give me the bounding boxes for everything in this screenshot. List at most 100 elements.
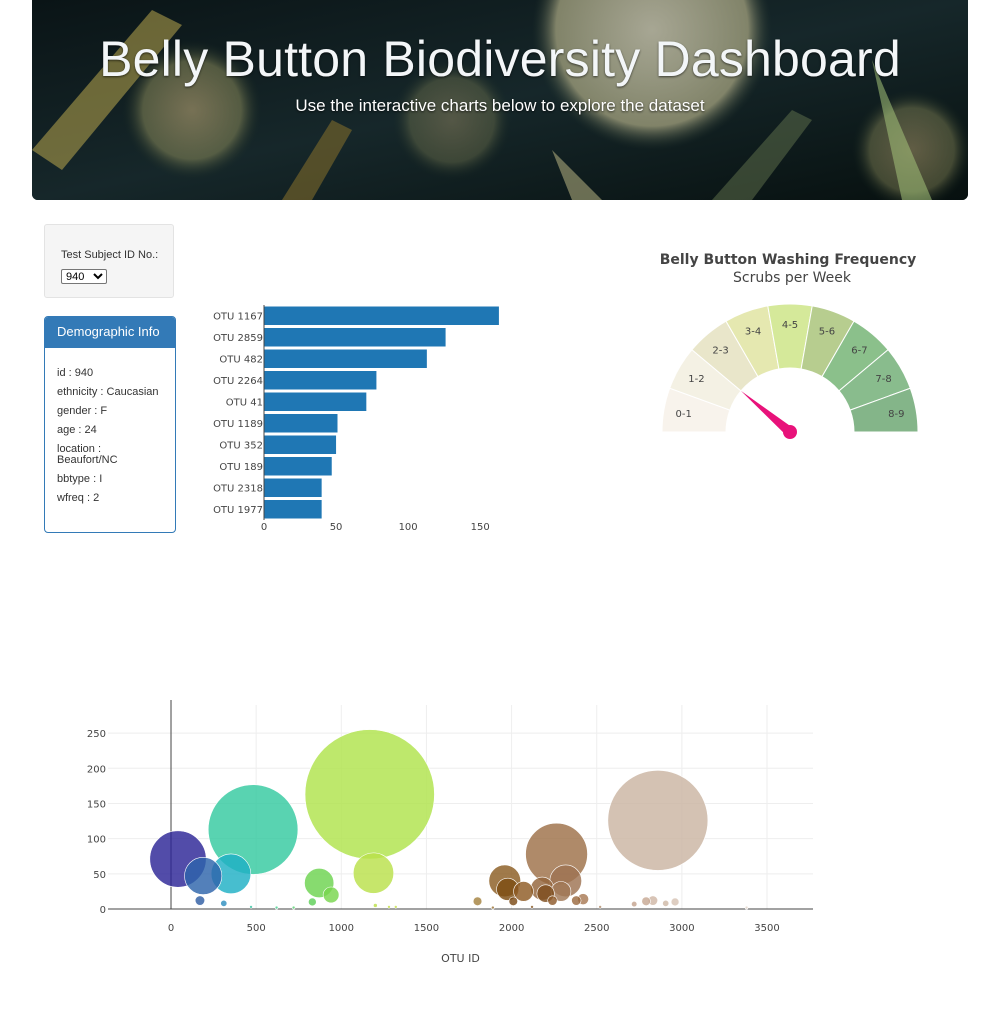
bubble bbox=[220, 899, 228, 907]
bubble-y-tick-label: 150 bbox=[87, 799, 106, 810]
bubble bbox=[184, 856, 223, 895]
bubble bbox=[322, 886, 340, 904]
demographic-row: ethnicity : Caucasian bbox=[57, 386, 159, 398]
bar bbox=[264, 457, 332, 476]
bubble bbox=[308, 897, 317, 907]
demographic-info-panel: Demographic Info id : 940 ethnicity : Ca… bbox=[44, 316, 176, 533]
bubble bbox=[598, 905, 602, 909]
bar bbox=[264, 414, 338, 433]
bubble-x-tick-label: 3000 bbox=[669, 923, 694, 934]
demographic-row: id : 940 bbox=[57, 367, 94, 379]
bubble bbox=[744, 905, 749, 910]
gauge-subtitle: Scrubs per Week bbox=[733, 270, 852, 286]
demographic-row: bbtype : I bbox=[57, 473, 103, 485]
bubble bbox=[249, 905, 253, 909]
gauge-sector-label: 5-6 bbox=[819, 327, 835, 338]
bar-x-tick-label: 50 bbox=[330, 522, 343, 533]
bubble-x-tick-label: 2500 bbox=[584, 923, 609, 934]
subject-selector-label: Test Subject ID No.: bbox=[61, 249, 159, 261]
bar bbox=[264, 435, 337, 454]
bar-category-label: OTU 2859 bbox=[213, 333, 263, 344]
bubble bbox=[491, 905, 495, 910]
bubble-y-tick-label: 250 bbox=[87, 729, 106, 740]
page-title: Belly Button Biodiversity Dashboard bbox=[99, 31, 901, 87]
bubble-x-axis-label: OTU ID bbox=[441, 952, 480, 965]
bar bbox=[264, 349, 427, 368]
bar-x-tick-label: 150 bbox=[471, 522, 490, 533]
bar-x-tick-label: 100 bbox=[399, 522, 418, 533]
bar bbox=[264, 478, 322, 497]
gauge-title: Belly Button Washing Frequency bbox=[660, 252, 917, 268]
gauge-needle-hub bbox=[783, 425, 797, 439]
subject-id-select[interactable]: 940 bbox=[61, 269, 107, 284]
gauge-sector-label: 0-1 bbox=[675, 409, 691, 420]
bubble-x-tick-label: 500 bbox=[247, 923, 266, 934]
bar bbox=[264, 371, 377, 390]
bubble bbox=[508, 896, 518, 906]
bubble-x-tick-label: 3500 bbox=[754, 923, 779, 934]
bubble bbox=[662, 899, 670, 907]
bubble bbox=[373, 903, 378, 908]
washing-frequency-gauge-chart[interactable]: Belly Button Washing Frequency Scrubs per… bbox=[640, 240, 940, 450]
demographic-info-title: Demographic Info bbox=[45, 317, 175, 348]
gauge-sector-label: 2-3 bbox=[712, 345, 728, 356]
demographic-info-body: id : 940 ethnicity : Caucasian gender : … bbox=[45, 348, 175, 504]
bar-category-label: OTU 1167 bbox=[213, 311, 263, 322]
bar-category-label: OTU 2318 bbox=[213, 483, 263, 494]
bubble bbox=[387, 905, 391, 909]
bar bbox=[264, 328, 446, 347]
bubble-y-tick-label: 50 bbox=[93, 870, 106, 881]
bubble bbox=[607, 770, 709, 871]
bar-category-label: OTU 2264 bbox=[213, 376, 263, 387]
gauge-needle bbox=[740, 390, 794, 436]
demographic-row: wfreq : 2 bbox=[57, 492, 100, 504]
bar-category-label: OTU 1977 bbox=[213, 505, 263, 516]
bar bbox=[264, 500, 322, 519]
bubble bbox=[547, 895, 558, 906]
bubble bbox=[291, 905, 296, 910]
bubble bbox=[207, 784, 299, 875]
bubble-y-tick-label: 100 bbox=[87, 835, 106, 846]
top-otu-bar-chart[interactable]: OTU 1167 OTU 2859 OTU 482 OTU 2264 OTU 41 OTU… bbox=[200, 290, 510, 550]
jumbotron-header: Belly Button Biodiversity Dashboard Use … bbox=[32, 0, 968, 200]
bubble-x-tick-label: 1500 bbox=[414, 923, 439, 934]
gauge-sector-label: 8-9 bbox=[888, 409, 904, 420]
bubble bbox=[631, 900, 638, 908]
bubble-y-tick-label: 200 bbox=[87, 764, 106, 775]
bar-x-tick-label: 0 bbox=[261, 522, 267, 533]
gauge-sector-label: 1-2 bbox=[688, 374, 704, 385]
bar bbox=[264, 306, 499, 325]
bubble bbox=[352, 852, 395, 894]
gauge-sector-label: 7-8 bbox=[875, 374, 891, 385]
bubble bbox=[472, 896, 483, 906]
demographic-row: location : Beaufort/NC bbox=[57, 443, 118, 466]
bar-category-label: OTU 1189 bbox=[213, 419, 263, 430]
bar-category-label: OTU 41 bbox=[226, 397, 263, 408]
header-background-image bbox=[32, 0, 968, 200]
bubble bbox=[641, 896, 651, 906]
bar-category-label: OTU 352 bbox=[219, 440, 263, 451]
gauge-sector bbox=[849, 387, 919, 433]
bubble-x-tick-label: 2000 bbox=[499, 923, 524, 934]
subject-selector-well: Test Subject ID No.: 940 bbox=[44, 224, 174, 298]
bubble bbox=[513, 881, 534, 902]
bubble-x-tick-label: 0 bbox=[168, 923, 174, 934]
gauge-sector-label: 3-4 bbox=[745, 327, 761, 338]
bubble bbox=[274, 905, 279, 910]
bar-category-label: OTU 482 bbox=[219, 354, 263, 365]
bubble-y-tick-label: 0 bbox=[100, 905, 106, 916]
bubble bbox=[304, 729, 435, 860]
page-subtitle: Use the interactive charts below to expl… bbox=[295, 96, 705, 115]
demographic-row: age : 24 bbox=[57, 424, 97, 436]
demographic-row: gender : F bbox=[57, 405, 108, 417]
gauge-sector-label: 4-5 bbox=[782, 320, 798, 331]
gauge-sector-label: 6-7 bbox=[851, 345, 867, 356]
bar-category-label: OTU 189 bbox=[219, 462, 263, 473]
bubble bbox=[571, 895, 582, 906]
bar bbox=[264, 392, 367, 411]
bubble bbox=[530, 905, 534, 909]
bubble bbox=[670, 897, 680, 907]
bubble bbox=[393, 905, 398, 909]
otu-bubble-chart[interactable]: 0 500 1000 1500 2000 2500 3000 3500 0 50 100 150 200… bbox=[70, 690, 850, 980]
bubble bbox=[194, 895, 206, 906]
